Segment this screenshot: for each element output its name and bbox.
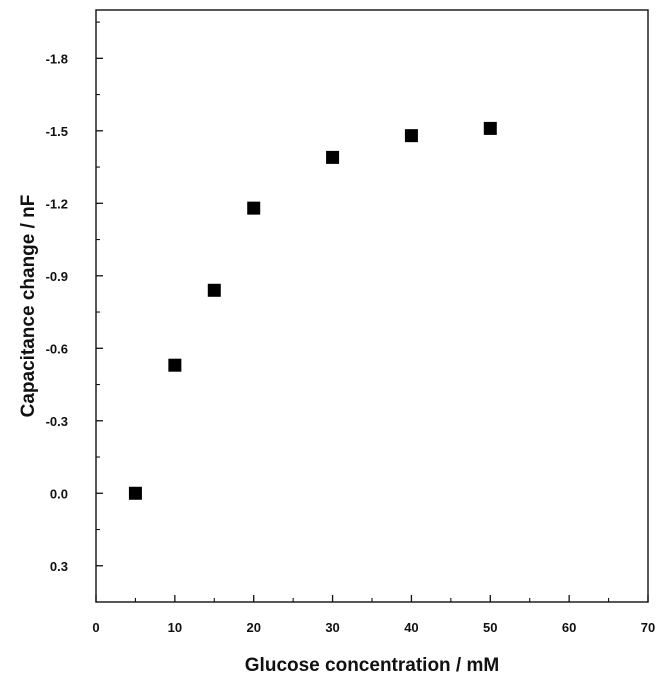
data-point [128, 486, 142, 500]
data-series [128, 121, 497, 500]
y-tick-label: 0.0 [50, 486, 68, 501]
x-tick-label: 0 [92, 620, 99, 635]
x-tick-label: 50 [483, 620, 497, 635]
data-point [247, 201, 261, 215]
x-axis-title: Glucose concentration / mM [245, 655, 499, 676]
data-point [326, 150, 340, 164]
y-tick-label: 0.3 [50, 559, 68, 574]
x-axis-ticks: 0 10 20 30 40 50 60 70 [92, 595, 655, 635]
y-tick-label: -0.9 [46, 269, 68, 284]
x-tick-label: 30 [325, 620, 339, 635]
data-point [168, 358, 182, 372]
y-tick-label: -1.5 [46, 124, 68, 139]
data-point [404, 129, 418, 143]
x-tick-label: 10 [168, 620, 182, 635]
x-tick-label: 40 [404, 620, 418, 635]
y-axis-ticks: 0.3 0.0 -0.3 -0.6 -0.9 -1.2 -1.5 -1.8 [46, 21, 103, 574]
y-tick-label: -1.8 [46, 51, 68, 66]
x-tick-label: 20 [246, 620, 260, 635]
y-tick-label: -1.2 [46, 196, 68, 211]
data-point [207, 283, 221, 297]
plot-frame [95, 9, 649, 603]
y-tick-label: -0.6 [46, 341, 68, 356]
data-point [483, 121, 497, 135]
y-axis-title: Capacitance change / nF [18, 195, 39, 418]
x-tick-label: 60 [562, 620, 576, 635]
y-tick-label: -0.3 [46, 414, 68, 429]
x-tick-label: 70 [641, 620, 655, 635]
